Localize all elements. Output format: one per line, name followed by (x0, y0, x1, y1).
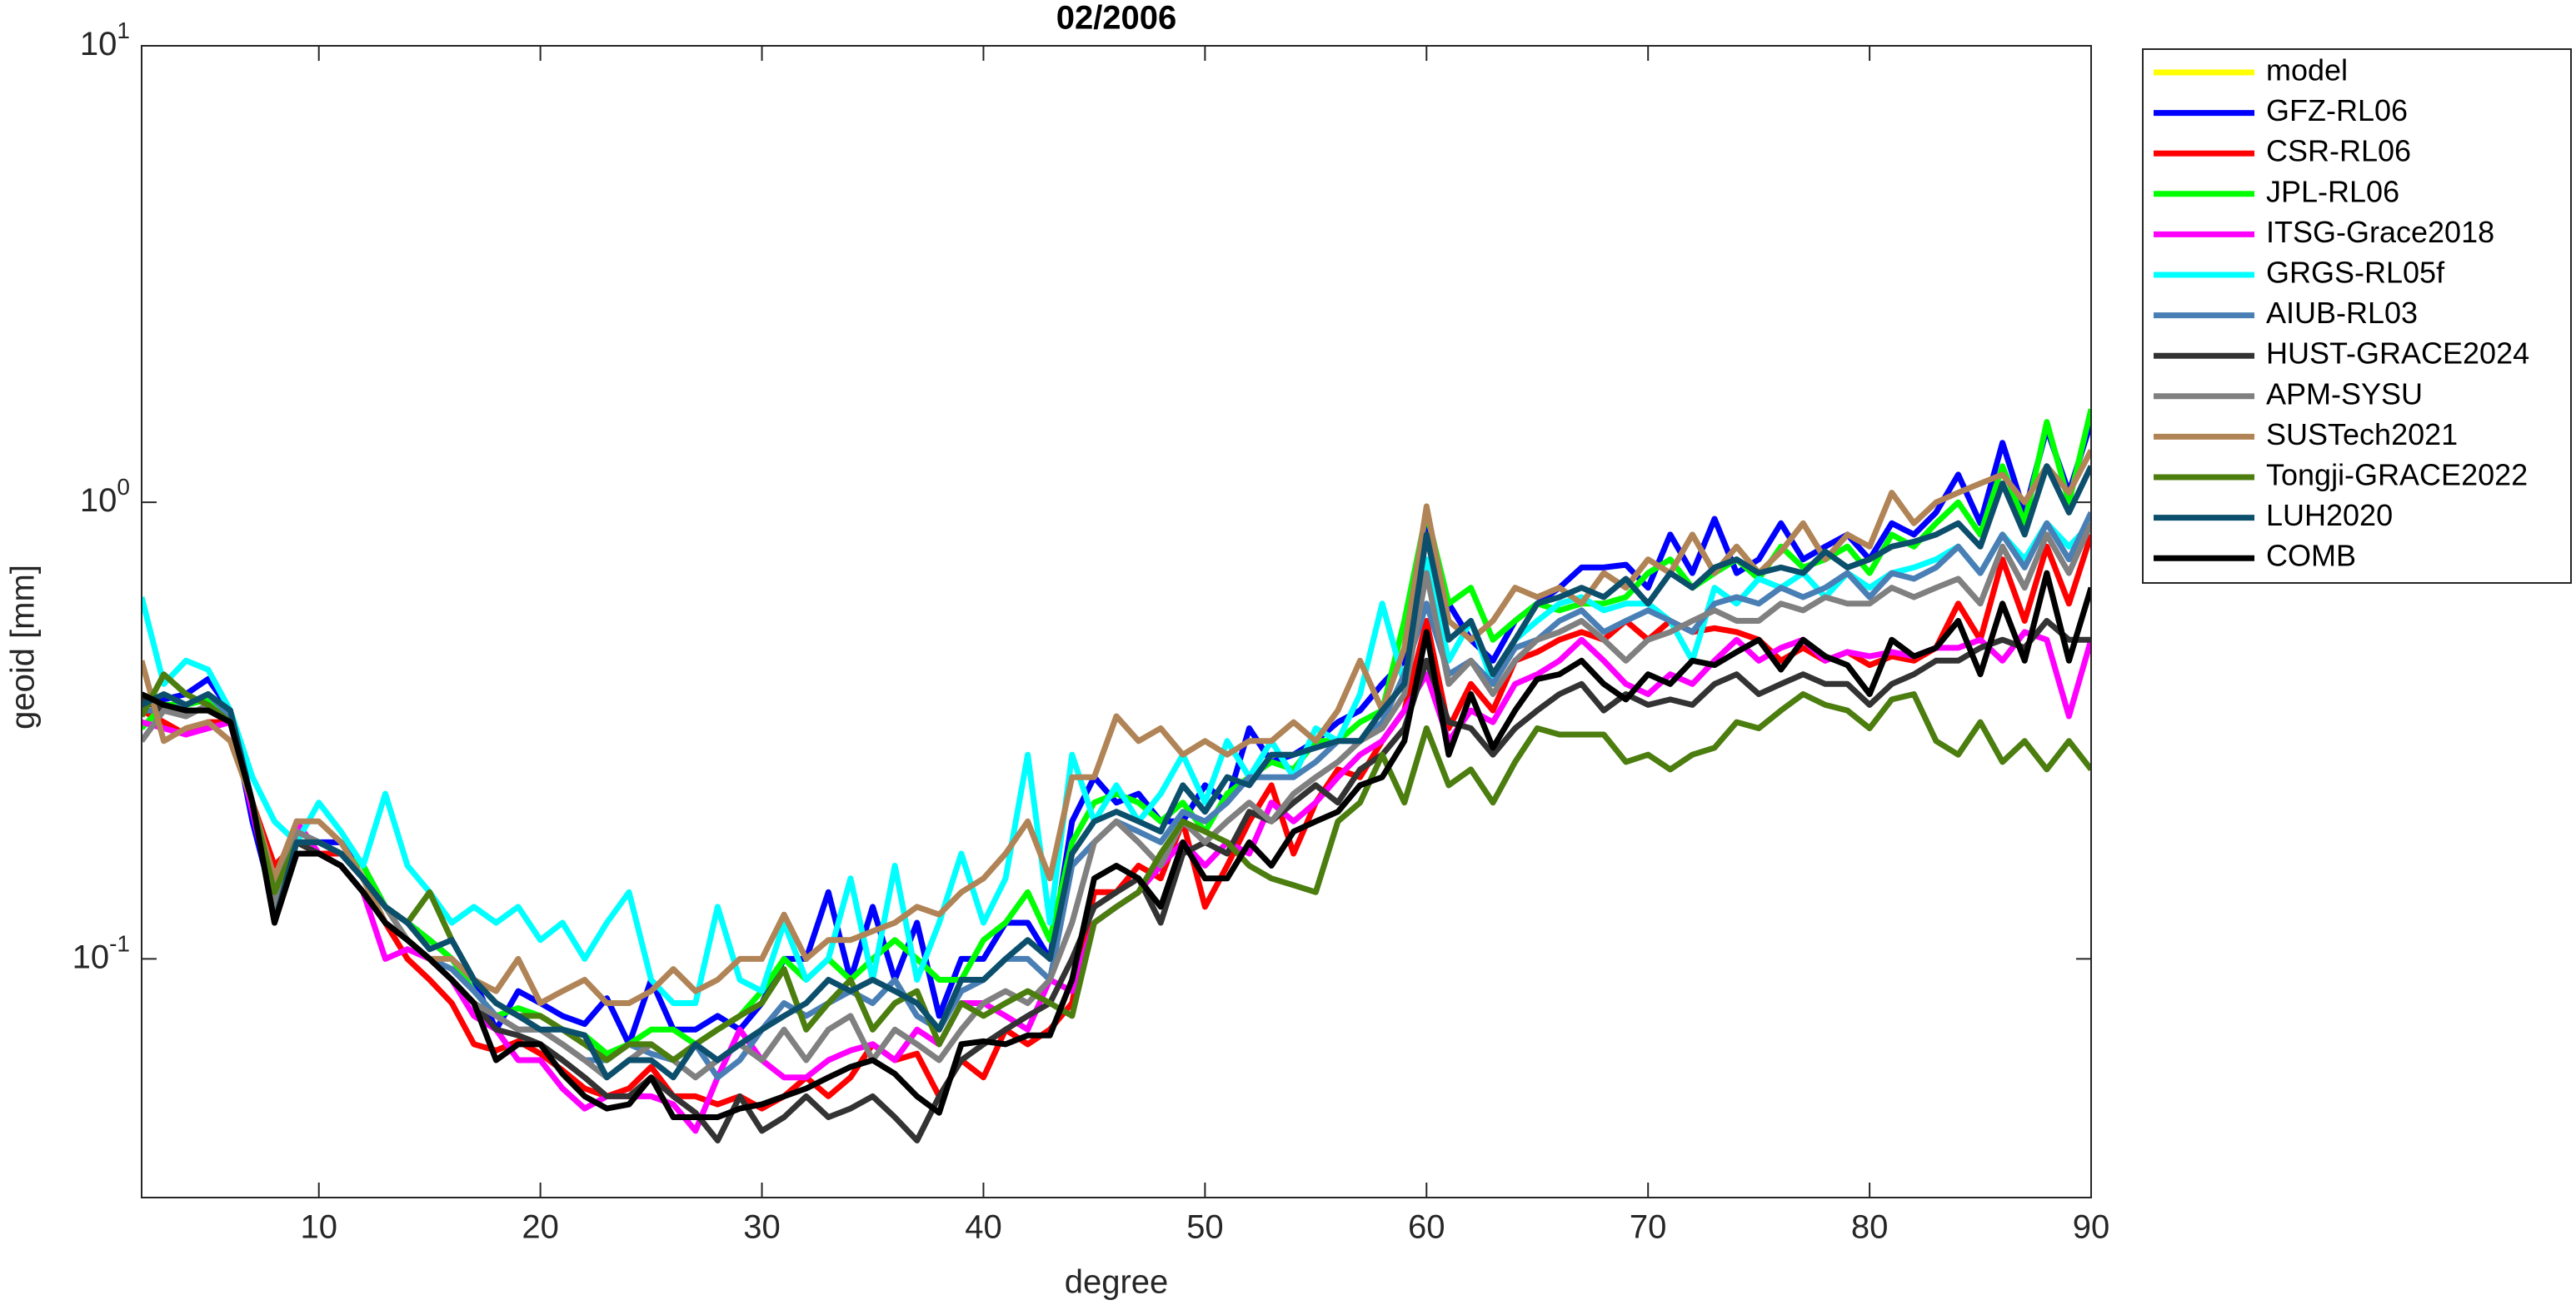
legend-label: HUST-GRACE2024 (2266, 336, 2529, 371)
legend-label: AIUB-RL03 (2266, 296, 2418, 330)
x-tick-label: 90 (2073, 1209, 2110, 1246)
x-tick-label: 20 (522, 1209, 559, 1246)
axes-box (141, 45, 2092, 1198)
plot-area (142, 46, 2091, 1198)
legend-label: model (2266, 53, 2348, 87)
legend: model GFZ-RL06 CSR-RL06 JPL-RL06 ITSG-Grace2… (2142, 48, 2572, 584)
series-line (142, 463, 2091, 1081)
y-axis-label: geoid [mm] (5, 565, 42, 730)
plot-lines (142, 408, 2091, 1143)
legend-label: GRGS-RL05f (2266, 256, 2445, 290)
x-tick-label: 40 (965, 1209, 1002, 1246)
legend-label: Tongji-GRACE2022 (2266, 458, 2528, 492)
y-tick-label: 101 (80, 17, 130, 62)
x-tick-label: 70 (1630, 1209, 1667, 1246)
x-tick-label: 10 (300, 1209, 337, 1246)
series-line (142, 520, 2091, 1006)
x-axis-label: degree (1065, 1264, 1169, 1301)
legend-label: GFZ-RL06 (2266, 93, 2408, 127)
legend-label: ITSG-Grace2018 (2266, 215, 2494, 249)
x-tick-label: 60 (1408, 1209, 1445, 1246)
legend-label: LUH2020 (2266, 498, 2393, 532)
x-tick-label: 80 (1851, 1209, 1889, 1246)
chart-title: 02/2006 (1056, 0, 1177, 37)
x-tick-label: 30 (743, 1209, 781, 1246)
legend-label: APM-SYSU (2266, 376, 2423, 411)
legend-label: CSR-RL06 (2266, 134, 2411, 168)
legend-label: SUSTech2021 (2266, 417, 2458, 451)
y-tick-label: 10-1 (72, 931, 130, 975)
series-line (142, 449, 2091, 1006)
series-line (142, 570, 2091, 1120)
y-tick-label: 100 (80, 475, 130, 519)
x-tick-label: 50 (1186, 1209, 1224, 1246)
legend-label: JPL-RL06 (2266, 174, 2399, 208)
legend-label: COMB (2266, 539, 2356, 573)
